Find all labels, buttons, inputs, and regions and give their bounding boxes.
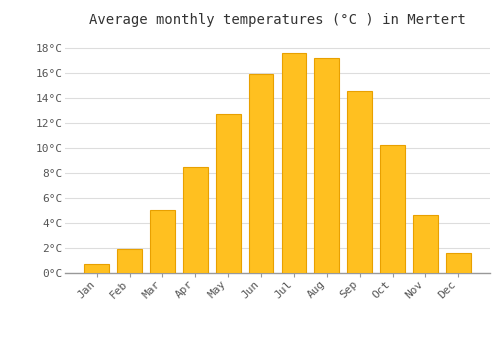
Bar [216,114,240,273]
Bar [446,253,470,273]
Bar [248,74,274,273]
Bar [380,145,405,273]
Bar [282,52,306,273]
Bar [348,91,372,273]
Bar [84,264,109,273]
Bar [117,249,142,273]
Bar [150,210,174,273]
Bar [314,57,339,273]
Title: Average monthly temperatures (°C ) in Mertert: Average monthly temperatures (°C ) in Me… [89,13,466,27]
Bar [183,167,208,273]
Bar [413,215,438,273]
